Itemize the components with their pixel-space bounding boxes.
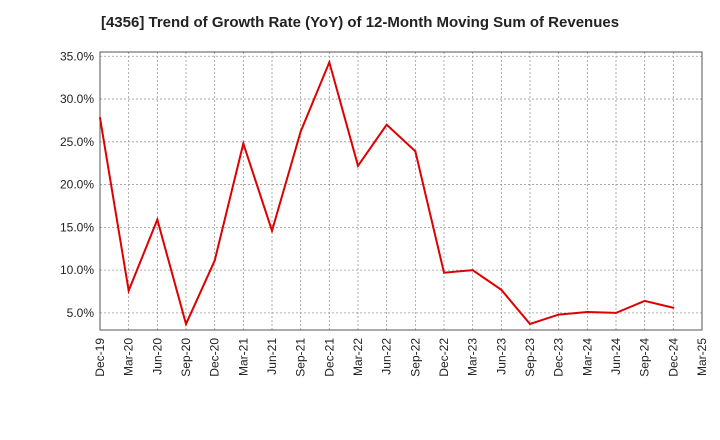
x-tick-label: Jun-22 bbox=[380, 338, 394, 375]
data-point bbox=[500, 288, 503, 291]
x-tick-label: Sep-22 bbox=[408, 338, 422, 377]
x-tick-label: Jun-21 bbox=[265, 338, 279, 375]
x-tick-label: Sep-23 bbox=[523, 338, 537, 377]
y-tick-label: 25.0% bbox=[60, 135, 94, 149]
data-point bbox=[328, 61, 331, 64]
data-point bbox=[156, 218, 159, 221]
x-tick-label: Mar-23 bbox=[466, 338, 480, 376]
y-tick-label: 5.0% bbox=[67, 306, 95, 320]
y-tick-label: 20.0% bbox=[60, 178, 94, 192]
x-tick-label: Sep-20 bbox=[179, 338, 193, 377]
data-point bbox=[357, 164, 359, 167]
data-point bbox=[443, 271, 445, 274]
data-point bbox=[529, 323, 531, 326]
data-point bbox=[643, 299, 646, 302]
x-tick-label: Mar-20 bbox=[122, 338, 136, 376]
x-tick-label: Jun-20 bbox=[150, 338, 164, 375]
x-tick-label: Jun-23 bbox=[494, 338, 508, 375]
x-tick-label: Dec-24 bbox=[666, 338, 680, 377]
x-tick-label: Jun-24 bbox=[609, 338, 623, 375]
data-point bbox=[471, 269, 474, 272]
x-tick-label: Sep-24 bbox=[638, 338, 652, 377]
x-tick-label: Dec-20 bbox=[208, 338, 222, 377]
y-axis: 5.0% 10.0% 15.0% 20.0% 25.0% 30.0% 35.0% bbox=[60, 49, 94, 320]
x-tick-label: Mar-24 bbox=[580, 338, 594, 376]
data-point bbox=[127, 289, 130, 292]
data-point bbox=[414, 150, 417, 153]
data-point bbox=[271, 229, 273, 232]
data-point bbox=[672, 306, 675, 309]
x-tick-label: Mar-22 bbox=[351, 338, 365, 376]
x-tick-label: Dec-23 bbox=[552, 338, 566, 377]
x-tick-label: Sep-21 bbox=[294, 338, 308, 377]
x-axis: Dec-19 Mar-20 Jun-20 Sep-20 Dec-20 Mar-21 Jun-… bbox=[93, 338, 709, 377]
data-point bbox=[185, 323, 187, 326]
x-tick-label: Mar-25 bbox=[695, 338, 709, 376]
x-tick-label: Dec-22 bbox=[437, 338, 451, 377]
plot-area bbox=[99, 51, 703, 331]
y-tick-label: 15.0% bbox=[60, 220, 94, 234]
data-point bbox=[557, 313, 560, 316]
data-point bbox=[213, 259, 216, 262]
data-point bbox=[385, 123, 388, 126]
data-points bbox=[99, 61, 675, 326]
y-tick-label: 10.0% bbox=[60, 263, 94, 277]
y-tick-label: 35.0% bbox=[60, 49, 94, 63]
x-tick-label: Mar-21 bbox=[236, 338, 250, 376]
x-tick-label: Dec-19 bbox=[93, 338, 107, 377]
x-tick-label: Dec-21 bbox=[322, 338, 336, 377]
data-point bbox=[99, 116, 101, 119]
y-tick-label: 30.0% bbox=[60, 92, 94, 106]
chart-title: [4356] Trend of Growth Rate (YoY) of 12-… bbox=[100, 14, 620, 31]
data-point bbox=[242, 142, 245, 145]
data-point bbox=[586, 311, 589, 314]
data-point bbox=[299, 130, 302, 133]
grid-lines bbox=[100, 52, 702, 330]
data-point bbox=[615, 311, 617, 314]
